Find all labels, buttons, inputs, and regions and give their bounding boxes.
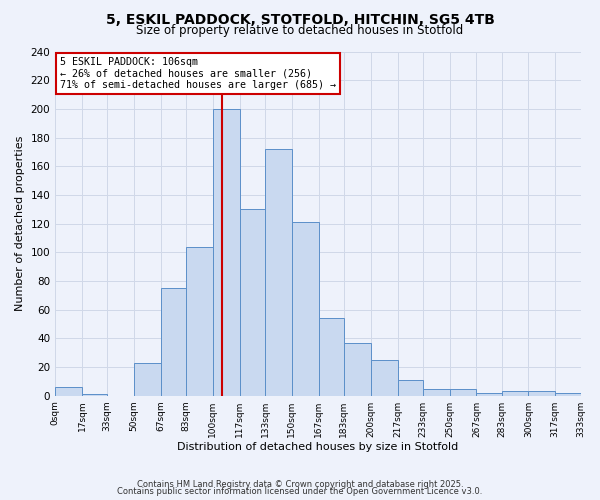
Text: Contains HM Land Registry data © Crown copyright and database right 2025.: Contains HM Land Registry data © Crown c… [137, 480, 463, 489]
Bar [292, 222, 319, 396]
Text: 5, ESKIL PADDOCK, STOTFOLD, HITCHIN, SG5 4TB: 5, ESKIL PADDOCK, STOTFOLD, HITCHIN, SG5… [106, 12, 494, 26]
Text: Contains public sector information licensed under the Open Government Licence v3: Contains public sector information licen… [118, 488, 482, 496]
Bar [161, 288, 186, 396]
Bar [265, 149, 292, 396]
Text: 5 ESKIL PADDOCK: 106sqm
← 26% of detached houses are smaller (256)
71% of semi-d: 5 ESKIL PADDOCK: 106sqm ← 26% of detache… [61, 56, 337, 90]
Bar [213, 109, 240, 396]
Bar [398, 380, 423, 396]
Bar [55, 387, 82, 396]
Y-axis label: Number of detached properties: Number of detached properties [15, 136, 25, 312]
Bar [134, 362, 161, 396]
Bar [423, 388, 449, 396]
Bar [529, 392, 555, 396]
Bar [555, 393, 581, 396]
Bar [344, 342, 371, 396]
Bar [502, 392, 529, 396]
Bar [186, 246, 213, 396]
Bar [82, 394, 107, 396]
Bar [240, 210, 265, 396]
Bar [476, 393, 502, 396]
X-axis label: Distribution of detached houses by size in Stotfold: Distribution of detached houses by size … [177, 442, 458, 452]
Bar [449, 388, 476, 396]
Bar [371, 360, 398, 396]
Text: Size of property relative to detached houses in Stotfold: Size of property relative to detached ho… [136, 24, 464, 37]
Bar [319, 318, 344, 396]
